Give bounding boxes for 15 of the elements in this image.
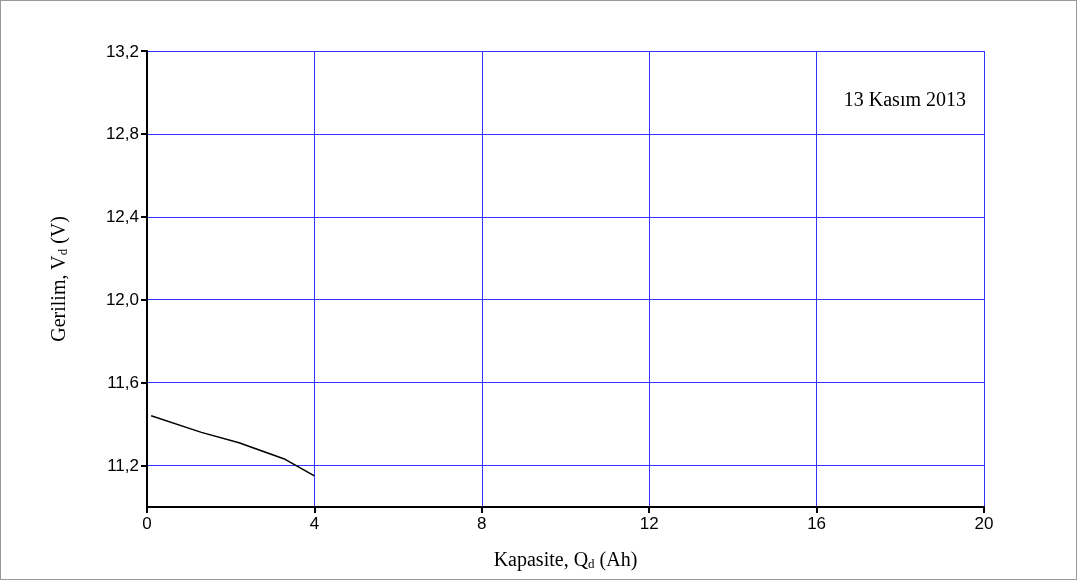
- x-tick-label: 20: [974, 514, 994, 533]
- y-tick-label: 11,6: [107, 373, 139, 393]
- y-axis-title: Gerilim, Vd (V): [46, 216, 70, 342]
- y-tick-label: 12,4: [105, 207, 139, 227]
- y-tick-label: 11,2: [107, 456, 139, 476]
- line-series: [150, 415, 316, 477]
- x-tick-label: 0: [142, 514, 152, 533]
- x-tick-label: 12: [639, 514, 659, 533]
- annotation: 13 Kasım 2013: [843, 88, 966, 110]
- y-tick-label: 12,0: [105, 290, 139, 310]
- y-tick-label: 12,8: [105, 124, 139, 144]
- x-tick-label: 4: [309, 514, 320, 533]
- x-tick-label: 8: [477, 514, 487, 533]
- x-tick-label: 16: [807, 514, 827, 533]
- y-tick-label: 13,2: [105, 41, 139, 61]
